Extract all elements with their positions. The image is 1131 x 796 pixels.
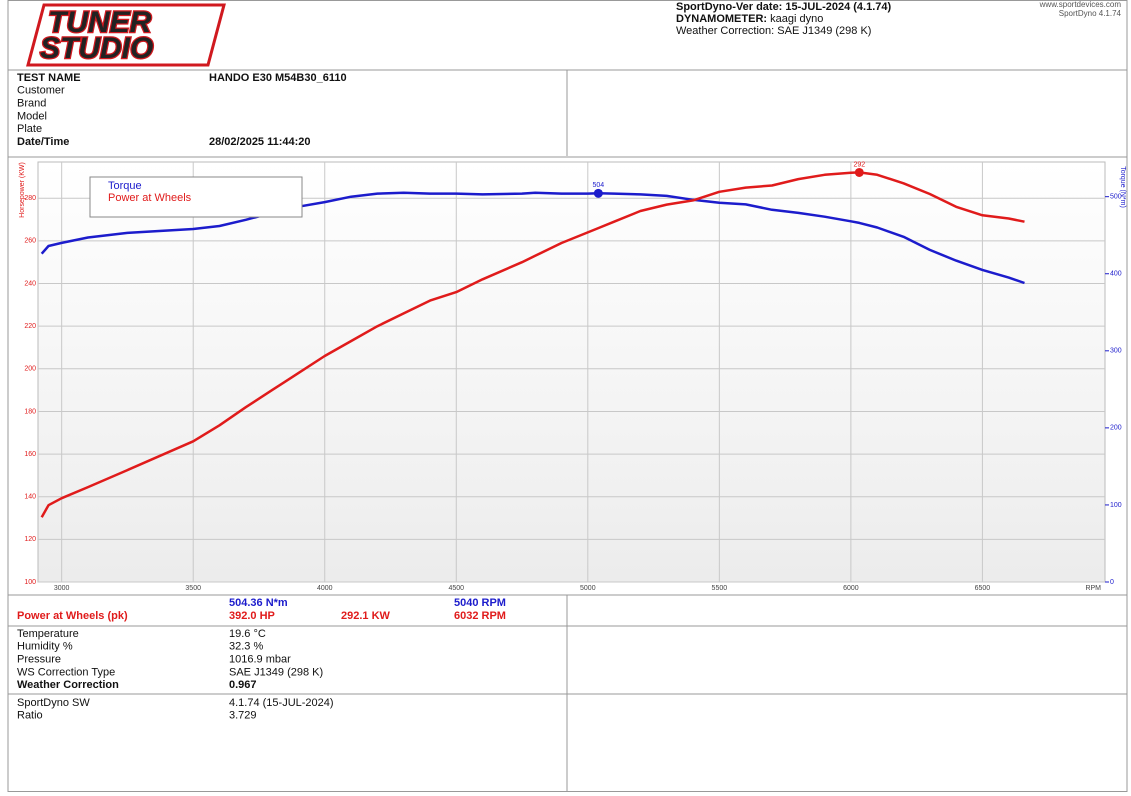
x-tick-label: 3500 [185, 585, 201, 592]
peak-power-label: Power at Wheels (pk) [17, 610, 128, 622]
dynamometer: DYNAMOMETER: kaagi dyno [676, 13, 823, 25]
field-label: Pressure [17, 654, 61, 666]
y-tick-label: 140 [24, 494, 36, 501]
field-label: Date/Time [17, 136, 69, 148]
field-label: WS Correction Type [17, 666, 115, 678]
field-value: SAE J1349 (298 K) [229, 666, 323, 678]
weather: Weather Correction: SAE J1349 (298 K) [676, 25, 871, 37]
legend-label: Power at Wheels [108, 192, 192, 204]
logo-text: TUNER [48, 6, 152, 39]
field-value: 4.1.74 (15-JUL-2024) [229, 697, 334, 709]
dynamometer-value: kaagi dyno [770, 13, 823, 25]
logo: TUNER STUDIO [26, 3, 226, 67]
y2-tick-label: 100 [1110, 502, 1122, 509]
y2-tick-label: 0 [1110, 579, 1114, 586]
field-value: HANDO E30 M54B30_6110 [209, 72, 347, 84]
field-value: 28/02/2025 11:44:20 [209, 136, 311, 148]
y-tick-label: 220 [24, 323, 36, 330]
field-value: 19.6 °C [229, 628, 266, 640]
plot-area [37, 161, 1106, 583]
field-label: Humidity % [17, 641, 73, 653]
x-tick-label: 4500 [448, 585, 464, 592]
series-line [40, 191, 1025, 285]
legend-box [89, 176, 303, 218]
field-label: Customer [17, 85, 65, 97]
website: www.sportdevices.com [1039, 0, 1122, 9]
field-label: Ratio [17, 710, 43, 722]
x-tick-label: 5500 [712, 585, 728, 592]
dynamometer-label: DYNAMOMETER: [676, 13, 767, 25]
y-tick-label: 260 [24, 238, 36, 245]
x-tick-label: 6500 [975, 585, 991, 592]
peak-power-rpm: 6032 RPM [454, 610, 506, 622]
field-label: Brand [17, 98, 46, 110]
y2-tick-label: 300 [1110, 348, 1122, 355]
software-version: SportDyno 4.1.74 [1059, 9, 1122, 18]
field-label: Model [17, 110, 47, 122]
peak-marker [593, 188, 603, 198]
legend-label: Torque [108, 180, 142, 192]
peak-marker [854, 167, 864, 177]
field-value: 3.729 [229, 710, 257, 722]
x-axis-label: RPM [1085, 585, 1101, 592]
x-tick-label: 6000 [843, 585, 859, 592]
y-tick-label: 200 [24, 366, 36, 373]
field-value: 32.3 % [229, 641, 263, 653]
y-tick-label: 240 [24, 280, 36, 287]
y2-axis-label: Torque (N*m) [1119, 166, 1126, 208]
y-tick-label: 160 [24, 451, 36, 458]
peak-torque-rpm: 5040 RPM [454, 597, 506, 609]
y2-tick-label: 200 [1110, 425, 1122, 432]
y-tick-label: 120 [24, 536, 36, 543]
field-value: 0.967 [229, 679, 257, 691]
x-tick-label: 3000 [54, 585, 70, 592]
peak-power-hp: 392.0 HP [229, 610, 275, 622]
y-tick-label: 100 [24, 579, 36, 586]
peak-torque: 504.36 N*m [229, 597, 288, 609]
field-label: SportDyno SW [17, 697, 90, 709]
version: SportDyno-Ver date: 15-JUL-2024 (4.1.74) [676, 1, 892, 13]
field-label: Plate [17, 123, 42, 135]
x-tick-label: 4000 [317, 585, 333, 592]
y-tick-label: 280 [24, 195, 36, 202]
y2-tick-label: 400 [1110, 271, 1122, 278]
peak-power-kw: 292.1 KW [341, 610, 391, 622]
logo-text: STUDIO [40, 32, 153, 65]
series-line [40, 171, 1025, 518]
field-value: 1016.9 mbar [229, 654, 291, 666]
y-axis-label: Horsepower (KW) [19, 162, 26, 218]
peak-label: 292 [853, 161, 865, 168]
field-label: Temperature [17, 628, 79, 640]
y-tick-label: 180 [24, 408, 36, 415]
field-label: TEST NAME [17, 72, 81, 84]
y2-tick-label: 500 [1110, 194, 1122, 201]
logo-frame [26, 3, 226, 67]
peak-label: 504 [592, 182, 604, 189]
field-label: Weather Correction [17, 679, 119, 691]
x-tick-label: 5000 [580, 585, 596, 592]
